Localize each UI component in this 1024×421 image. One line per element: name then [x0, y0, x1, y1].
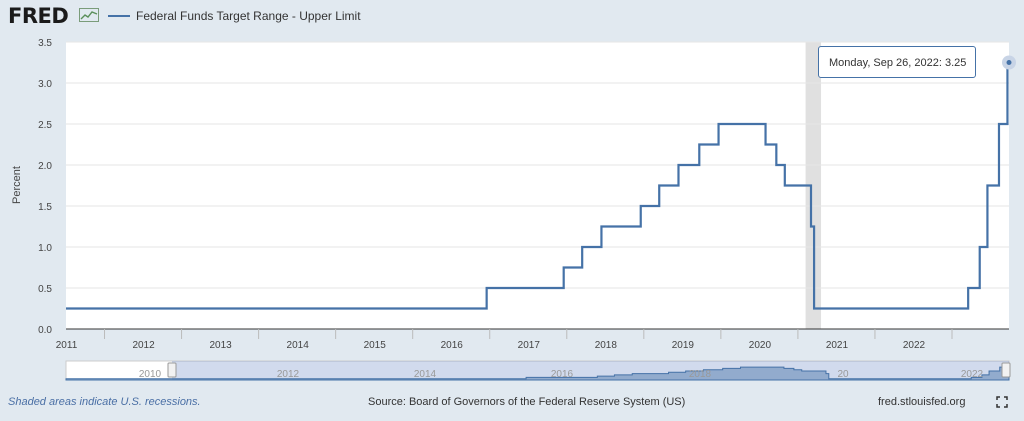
- chart-header: FRED Federal Funds Target Range - Upper …: [0, 0, 1024, 34]
- x-tick-label: 2016: [441, 340, 464, 351]
- x-tick-label: 2015: [364, 340, 387, 351]
- navigator-label: 2022: [961, 369, 984, 380]
- navigator-label: 2012: [277, 369, 300, 380]
- navigator-label: 2018: [689, 369, 712, 380]
- x-tick-label: 2011: [56, 340, 78, 351]
- navigator-label: 20: [837, 369, 849, 380]
- x-tick-label: 2022: [903, 340, 926, 351]
- navigator-label: 2014: [414, 369, 437, 380]
- x-tick-label: 2013: [209, 340, 232, 351]
- fullscreen-icon[interactable]: [996, 396, 1008, 408]
- y-tick-label: 0.5: [38, 284, 52, 295]
- tooltip-value: 3.25: [945, 57, 967, 69]
- x-tick-label: 2019: [672, 340, 695, 351]
- y-tick-label: 2.5: [38, 120, 52, 131]
- y-tick-label: 0.0: [38, 325, 52, 336]
- highlight-point: [1006, 60, 1012, 65]
- fred-logo: FRED: [8, 4, 69, 28]
- x-tick-label: 2018: [595, 340, 618, 351]
- y-tick-label: 1.5: [38, 202, 52, 213]
- site-link[interactable]: fred.stlouisfed.org: [878, 396, 966, 408]
- value-tooltip: Monday, Sep 26, 2022: 3.25: [818, 46, 976, 78]
- trend-graph-icon: [79, 8, 99, 22]
- navigator-series: [65, 362, 1010, 381]
- y-tick-label: 3.0: [38, 79, 52, 90]
- tooltip-date: Monday, Sep 26, 2022:: [829, 57, 942, 69]
- recession-band: [805, 42, 822, 329]
- navigator-selection: [172, 361, 1009, 380]
- y-axis-title: Percent: [11, 166, 23, 204]
- legend-label: Federal Funds Target Range - Upper Limit: [136, 9, 361, 23]
- recession-note: Shaded areas indicate U.S. recessions.: [8, 396, 201, 408]
- source-note: Source: Board of Governors of the Federa…: [368, 396, 686, 408]
- y-tick-label: 3.5: [38, 38, 52, 49]
- x-tick-label: 2021: [826, 340, 849, 351]
- series-legend[interactable]: Federal Funds Target Range - Upper Limit: [108, 9, 361, 23]
- plot-area[interactable]: [66, 42, 1009, 329]
- navigator-label: 2010: [139, 369, 162, 380]
- x-tick-label: 2020: [749, 340, 772, 351]
- navigator-handle[interactable]: [167, 362, 177, 378]
- x-tick-label: 2012: [132, 340, 155, 351]
- x-tick-label: 2017: [518, 340, 541, 351]
- legend-swatch: [108, 15, 130, 17]
- x-tick-label: 2014: [287, 340, 310, 351]
- series-line: [66, 61, 1009, 310]
- y-tick-label: 1.0: [38, 243, 52, 254]
- y-tick-label: 2.0: [38, 161, 52, 172]
- navigator-handle[interactable]: [1001, 362, 1011, 378]
- navigator-label: 2016: [551, 369, 574, 380]
